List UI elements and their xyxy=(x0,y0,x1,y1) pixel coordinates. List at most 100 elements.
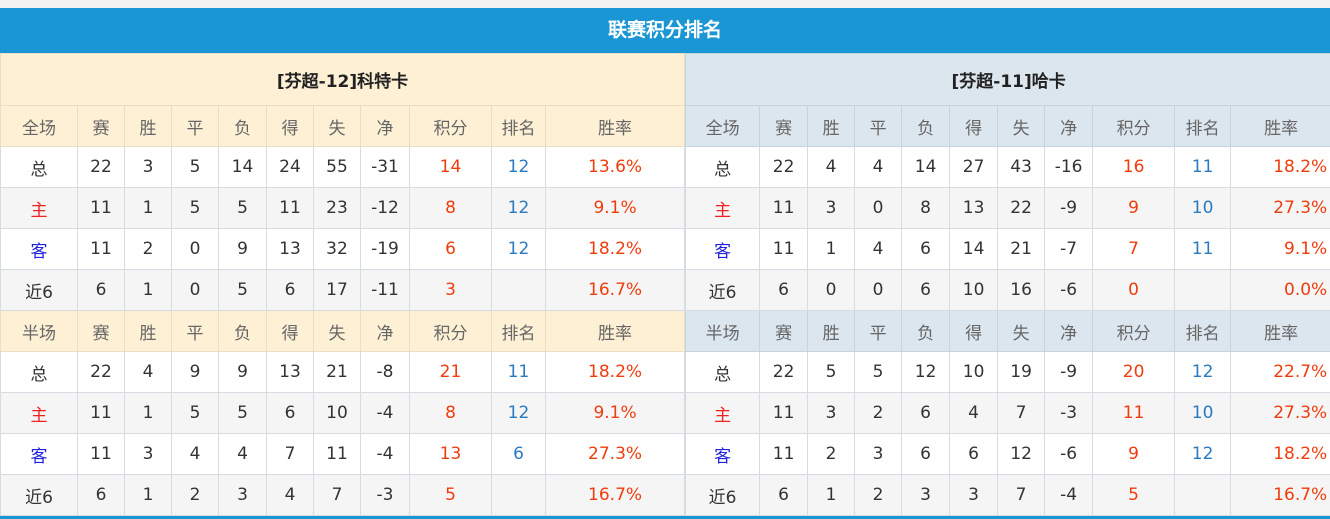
cell-won: 1 xyxy=(807,474,856,516)
cell-points: 14 xyxy=(409,146,492,188)
cell-label: 近6 xyxy=(685,474,761,516)
table-row: 近6 6 0 0 6 10 16 -6 0 0.0% xyxy=(685,269,1330,311)
cell-goal-diff: -3 xyxy=(1044,392,1094,434)
cell-played: 6 xyxy=(77,474,125,516)
cell-goal-diff: -7 xyxy=(1044,228,1094,270)
cell-won: 5 xyxy=(807,351,856,393)
cell-win-rate: 27.3% xyxy=(1230,187,1330,229)
cell-rank: 10 xyxy=(1174,187,1232,229)
cell-label: 近6 xyxy=(0,474,78,516)
header-played: 赛 xyxy=(759,105,809,147)
header-win-rate: 胜率 xyxy=(1230,105,1330,147)
cell-goals-for: 27 xyxy=(949,146,999,188)
table-row: 总 22 4 9 9 13 21 -8 21 11 18.2% xyxy=(0,351,686,393)
table-row: 客 11 1 4 6 14 21 -7 7 11 9.1% xyxy=(685,228,1330,270)
cell-won: 1 xyxy=(124,392,172,434)
header-won: 胜 xyxy=(807,105,856,147)
cell-played: 22 xyxy=(77,351,125,393)
cell-win-rate: 9.1% xyxy=(544,392,686,434)
cell-drawn: 5 xyxy=(171,146,219,188)
cell-label: 主 xyxy=(0,187,78,229)
cell-points: 7 xyxy=(1092,228,1176,270)
cell-rank: 10 xyxy=(1174,392,1232,434)
cell-drawn: 4 xyxy=(854,146,903,188)
cell-drawn: 0 xyxy=(854,187,903,229)
cell-played: 6 xyxy=(759,474,809,516)
cell-win-rate: 9.1% xyxy=(544,187,686,229)
table-row: 总 22 3 5 14 24 55 -31 14 12 13.6% xyxy=(0,146,686,188)
cell-points: 3 xyxy=(409,269,492,311)
cell-label: 总 xyxy=(685,146,761,188)
cell-lost: 9 xyxy=(218,351,267,393)
cell-won: 4 xyxy=(807,146,856,188)
header-row: 全场赛胜平负得失净积分 排名 胜率 xyxy=(685,105,1330,147)
table-row: 主 11 1 5 5 11 23 -12 8 12 9.1% xyxy=(0,187,686,229)
panel-title: 联赛积分排名 xyxy=(0,8,1330,53)
header-points: 积分 xyxy=(409,310,492,352)
cell-lost: 3 xyxy=(218,474,267,516)
cell-goal-diff: -11 xyxy=(360,269,410,311)
cell-played: 11 xyxy=(759,392,809,434)
header-lost: 负 xyxy=(218,105,267,147)
cell-played: 11 xyxy=(77,392,125,434)
team-name: [芬超-11]哈卡 xyxy=(685,53,1330,106)
cell-label: 客 xyxy=(0,228,78,270)
cell-lost: 6 xyxy=(901,269,951,311)
cell-win-rate: 18.2% xyxy=(544,351,686,393)
header-goals-for: 得 xyxy=(266,105,314,147)
cell-won: 1 xyxy=(124,269,172,311)
cell-goal-diff: -19 xyxy=(360,228,410,270)
cell-goals-for: 10 xyxy=(949,351,999,393)
header-goals-for: 得 xyxy=(266,310,314,352)
cell-points: 5 xyxy=(409,474,492,516)
cell-goals-against: 21 xyxy=(997,228,1046,270)
cell-won: 3 xyxy=(124,146,172,188)
cell-won: 1 xyxy=(807,228,856,270)
table-row: 客 11 2 0 9 13 32 -19 6 12 18.2% xyxy=(0,228,686,270)
cell-rank: 11 xyxy=(1174,228,1232,270)
cell-points: 21 xyxy=(409,351,492,393)
cell-goals-for: 6 xyxy=(949,433,999,475)
cell-goal-diff: -16 xyxy=(1044,146,1094,188)
cell-goals-against: 7 xyxy=(313,474,361,516)
header-goals-against: 失 xyxy=(997,310,1046,352)
cell-goals-against: 7 xyxy=(997,392,1046,434)
cell-label: 总 xyxy=(0,351,78,393)
cell-goals-against: 7 xyxy=(997,474,1046,516)
cell-points: 13 xyxy=(409,433,492,475)
cell-played: 11 xyxy=(759,228,809,270)
cell-goal-diff: -31 xyxy=(360,146,410,188)
cell-drawn: 2 xyxy=(854,474,903,516)
cell-goals-for: 14 xyxy=(949,228,999,270)
header-rank: 排名 xyxy=(491,105,546,147)
header-rank: 排名 xyxy=(491,310,546,352)
cell-win-rate: 0.0% xyxy=(1230,269,1330,311)
cell-lost: 5 xyxy=(218,269,267,311)
cell-goal-diff: -4 xyxy=(360,392,410,434)
header-goals-against: 失 xyxy=(313,310,361,352)
cell-won: 3 xyxy=(124,433,172,475)
cell-goals-against: 43 xyxy=(997,146,1046,188)
cell-lost: 4 xyxy=(218,433,267,475)
table-row: 主 11 3 0 8 13 22 -9 9 10 27.3% xyxy=(685,187,1330,229)
cell-goals-for: 13 xyxy=(266,351,314,393)
header-goals-for: 得 xyxy=(949,310,999,352)
cell-lost: 6 xyxy=(901,228,951,270)
cell-win-rate: 16.7% xyxy=(544,269,686,311)
header-points: 积分 xyxy=(409,105,492,147)
table-row: 近6 6 1 2 3 3 7 -4 5 16.7% xyxy=(685,474,1330,516)
cell-rank: 12 xyxy=(1174,351,1232,393)
cell-goals-against: 55 xyxy=(313,146,361,188)
cell-goals-for: 13 xyxy=(266,228,314,270)
cell-drawn: 5 xyxy=(171,392,219,434)
cell-goals-against: 32 xyxy=(313,228,361,270)
cell-label: 客 xyxy=(685,228,761,270)
cell-goal-diff: -6 xyxy=(1044,433,1094,475)
table-row: 总 22 4 4 14 27 43 -16 16 11 18.2% xyxy=(685,146,1330,188)
header-win-rate: 胜率 xyxy=(544,310,686,352)
cell-lost: 14 xyxy=(218,146,267,188)
cell-label: 客 xyxy=(685,433,761,475)
team-table-home: [芬超-12]科特卡 全场赛胜平负得失净积分 排名 胜率总 22 3 5 14 24 55 -31 1… xyxy=(0,53,686,516)
cell-goals-for: 4 xyxy=(266,474,314,516)
cell-drawn: 0 xyxy=(171,269,219,311)
